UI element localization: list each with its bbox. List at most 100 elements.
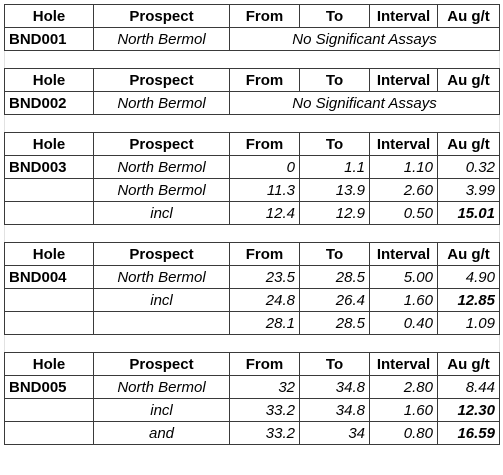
hole-id-empty [4, 288, 94, 312]
au-cell-highlight: 15.01 [437, 201, 500, 225]
header-interval: Interval [369, 132, 438, 156]
hole-id: BND004 [4, 265, 94, 289]
interval-cell: 2.60 [369, 178, 438, 202]
prospect-cell: North Bermol [93, 155, 230, 179]
to-cell: 34.8 [299, 398, 370, 422]
header-to: To [299, 242, 370, 266]
interval-cell: 1.60 [369, 398, 438, 422]
header-to: To [299, 352, 370, 376]
interval-cell: 5.00 [369, 265, 438, 289]
header-prospect: Prospect [93, 352, 230, 376]
header-to: To [299, 4, 370, 28]
interval-cell: 2.80 [369, 375, 438, 399]
hole-id: BND001 [4, 27, 94, 51]
header-au: Au g/t [437, 242, 500, 266]
header-from: From [229, 132, 300, 156]
prospect-cell: North Bermol [93, 27, 230, 51]
drill-results-table: Hole Prospect From To Interval Au g/t BN… [4, 4, 500, 445]
header-hole: Hole [4, 242, 94, 266]
table-row: BND003 North Bermol 0 1.1 1.10 0.32 [4, 155, 500, 179]
header-row: Hole Prospect From To Interval Au g/t [4, 242, 500, 266]
table-row: North Bermol 11.3 13.9 2.60 3.99 [4, 178, 500, 202]
no-assays-note: No Significant Assays [229, 27, 500, 51]
hole-id: BND003 [4, 155, 94, 179]
header-hole: Hole [4, 4, 94, 28]
prospect-cell: incl [93, 201, 230, 225]
header-row: Hole Prospect From To Interval Au g/t [4, 4, 500, 28]
header-interval: Interval [369, 352, 438, 376]
hole-id-empty [4, 421, 94, 445]
header-prospect: Prospect [93, 68, 230, 92]
header-prospect: Prospect [93, 242, 230, 266]
header-interval: Interval [369, 68, 438, 92]
table-row: BND004 North Bermol 23.5 28.5 5.00 4.90 [4, 265, 500, 289]
au-cell: 1.09 [437, 311, 500, 335]
table-row: 28.1 28.5 0.40 1.09 [4, 311, 500, 335]
au-cell: 4.90 [437, 265, 500, 289]
interval-cell: 0.40 [369, 311, 438, 335]
to-cell: 28.5 [299, 265, 370, 289]
prospect-cell: North Bermol [93, 265, 230, 289]
prospect-cell [93, 311, 230, 335]
au-cell-highlight: 12.30 [437, 398, 500, 422]
table-row: incl 24.8 26.4 1.60 12.85 [4, 288, 500, 312]
from-cell: 0 [229, 155, 300, 179]
from-cell: 23.5 [229, 265, 300, 289]
header-from: From [229, 68, 300, 92]
prospect-cell: North Bermol [93, 375, 230, 399]
header-au: Au g/t [437, 68, 500, 92]
spacer-row [4, 224, 500, 243]
prospect-cell: North Bermol [93, 178, 230, 202]
interval-cell: 1.10 [369, 155, 438, 179]
header-interval: Interval [369, 242, 438, 266]
header-hole: Hole [4, 68, 94, 92]
table-row: BND005 North Bermol 32 34.8 2.80 8.44 [4, 375, 500, 399]
from-cell: 12.4 [229, 201, 300, 225]
from-cell: 33.2 [229, 421, 300, 445]
au-cell-highlight: 16.59 [437, 421, 500, 445]
spacer-row [4, 334, 500, 353]
header-au: Au g/t [437, 132, 500, 156]
table-row: and 33.2 34 0.80 16.59 [4, 421, 500, 445]
au-cell: 8.44 [437, 375, 500, 399]
header-from: From [229, 242, 300, 266]
header-to: To [299, 132, 370, 156]
header-au: Au g/t [437, 4, 500, 28]
header-to: To [299, 68, 370, 92]
header-row: Hole Prospect From To Interval Au g/t [4, 132, 500, 156]
table-row: incl 33.2 34.8 1.60 12.30 [4, 398, 500, 422]
header-prospect: Prospect [93, 4, 230, 28]
hole-id-empty [4, 311, 94, 335]
prospect-cell: incl [93, 398, 230, 422]
interval-cell: 0.50 [369, 201, 438, 225]
from-cell: 33.2 [229, 398, 300, 422]
header-from: From [229, 4, 300, 28]
au-cell-highlight: 12.85 [437, 288, 500, 312]
au-cell: 3.99 [437, 178, 500, 202]
au-cell: 0.32 [437, 155, 500, 179]
from-cell: 32 [229, 375, 300, 399]
prospect-cell: and [93, 421, 230, 445]
interval-cell: 0.80 [369, 421, 438, 445]
to-cell: 34.8 [299, 375, 370, 399]
hole-id-empty [4, 178, 94, 202]
no-assays-note: No Significant Assays [229, 91, 500, 115]
header-hole: Hole [4, 352, 94, 376]
to-cell: 34 [299, 421, 370, 445]
to-cell: 26.4 [299, 288, 370, 312]
spacer-row [4, 114, 500, 133]
to-cell: 13.9 [299, 178, 370, 202]
header-au: Au g/t [437, 352, 500, 376]
header-from: From [229, 352, 300, 376]
header-row: Hole Prospect From To Interval Au g/t [4, 352, 500, 376]
prospect-cell: North Bermol [93, 91, 230, 115]
hole-id-empty [4, 201, 94, 225]
prospect-cell: incl [93, 288, 230, 312]
table-row: BND002 North Bermol No Significant Assay… [4, 91, 500, 115]
table-row: BND001 North Bermol No Significant Assay… [4, 27, 500, 51]
from-cell: 28.1 [229, 311, 300, 335]
hole-id-empty [4, 398, 94, 422]
to-cell: 12.9 [299, 201, 370, 225]
to-cell: 1.1 [299, 155, 370, 179]
hole-id: BND005 [4, 375, 94, 399]
